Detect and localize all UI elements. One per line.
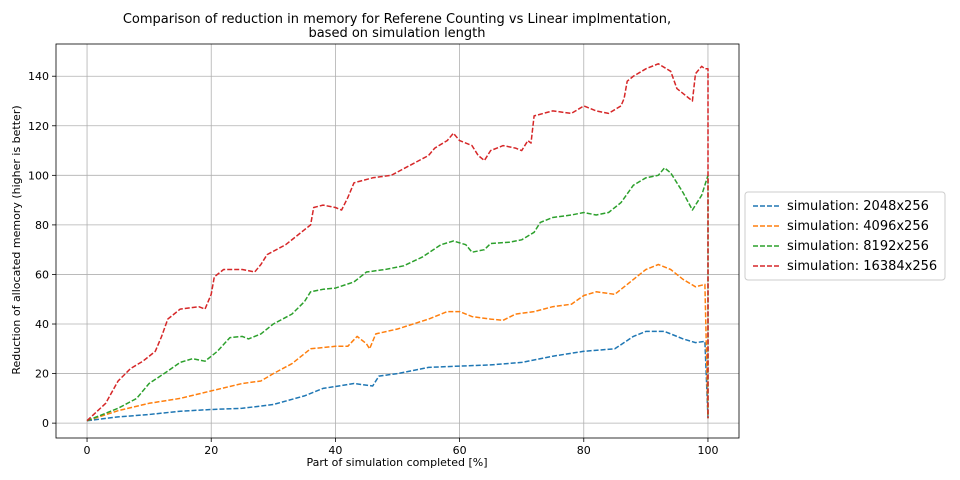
x-tick-label: 20 xyxy=(204,444,218,457)
series-line-3 xyxy=(86,167,709,422)
x-tick-label: 60 xyxy=(453,444,467,457)
legend-entry: simulation: 16384x256 xyxy=(787,259,937,274)
y-tick-label: 100 xyxy=(28,169,49,182)
y-tick-label: 20 xyxy=(35,368,49,381)
x-tick-label: 80 xyxy=(577,444,591,457)
y-axis-label: Reduction of allocated memory (higher is… xyxy=(10,105,23,374)
y-tick-label: 40 xyxy=(35,318,49,331)
ticks: 0 20 40 60 80 100 0 20 40 60 80 100 120 140 xyxy=(28,70,718,457)
y-tick-label: 120 xyxy=(28,120,49,133)
series-line-4 xyxy=(86,63,709,422)
grid xyxy=(56,44,739,438)
series-lines xyxy=(86,63,709,422)
legend-box xyxy=(744,191,946,281)
legend-entry: simulation: 4096x256 xyxy=(787,219,929,234)
y-tick-label: 80 xyxy=(35,219,49,232)
y-tick-label: 140 xyxy=(28,70,49,83)
x-tick-label: 40 xyxy=(328,444,342,457)
series-line-1 xyxy=(86,330,709,422)
chart-subtitle: based on simulation length xyxy=(308,26,485,41)
y-tick-label: 60 xyxy=(35,268,49,281)
legend-entry: simulation: 8192x256 xyxy=(787,239,929,254)
legend: simulation: 2048x256 simulation: 4096x256… xyxy=(744,191,946,281)
y-tick-label: 0 xyxy=(42,417,49,430)
legend-entry: simulation: 2048x256 xyxy=(787,199,929,214)
series-line-2 xyxy=(86,263,709,422)
x-tick-label: 0 xyxy=(84,444,91,457)
chart-title: Comparison of reduction in memory for Re… xyxy=(123,12,671,27)
plot-frame xyxy=(55,43,740,439)
x-axis-label: Part of simulation completed [%] xyxy=(306,456,487,469)
x-tick-label: 100 xyxy=(697,444,718,457)
